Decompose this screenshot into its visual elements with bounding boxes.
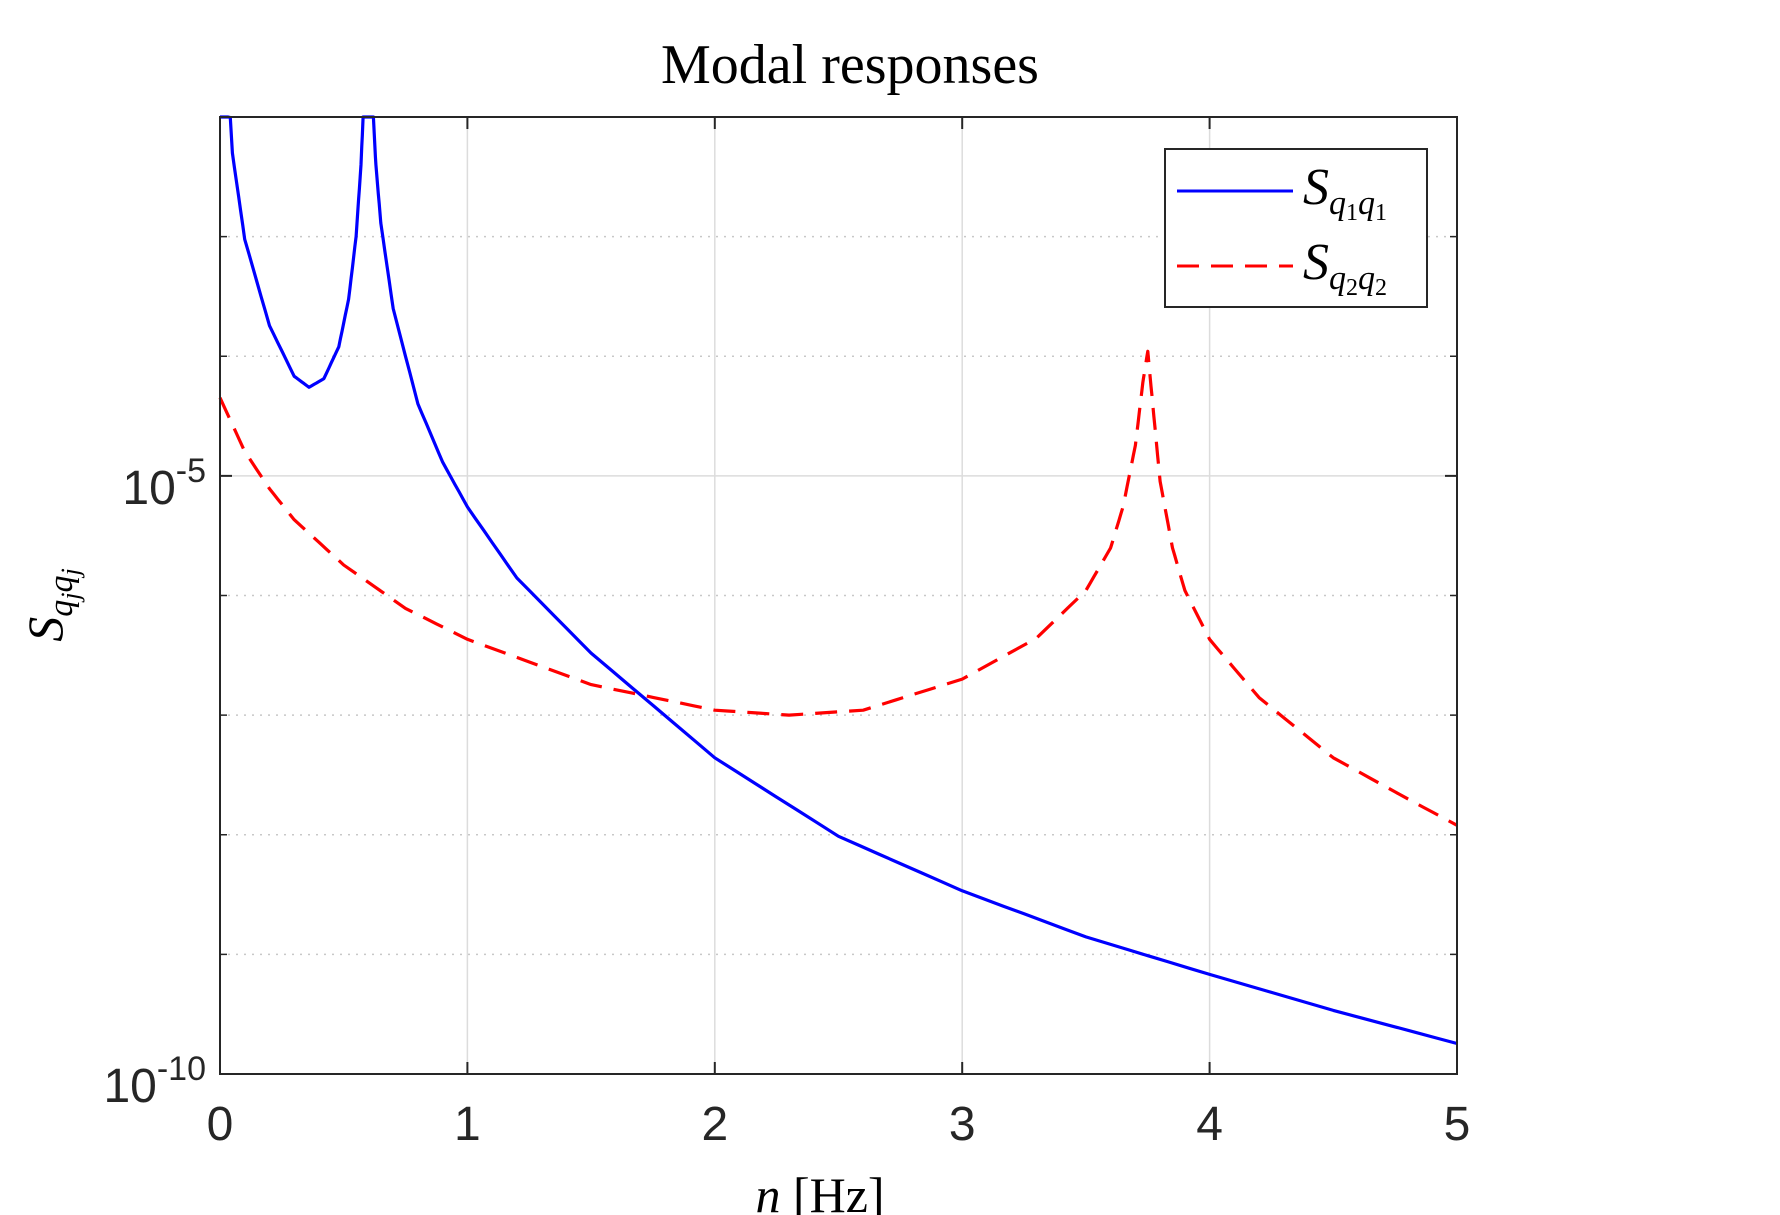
y-axis-label-sub2: q [43, 576, 80, 593]
x-tick-label: 5 [1444, 1098, 1471, 1151]
x-axis-label: n [Hz] [755, 1167, 884, 1215]
y-axis-label-base: S [17, 617, 73, 642]
y-axis-label-subsub: j [56, 593, 85, 603]
x-tick-label: 4 [1196, 1098, 1223, 1151]
y-axis-label: Sqjqj [17, 568, 85, 641]
x-tick-label: 0 [207, 1098, 234, 1151]
x-axis-variable: n [755, 1167, 780, 1215]
y-tick-label: 10-10 [103, 1050, 206, 1113]
chart-title: Modal responses [661, 34, 1039, 96]
legend-label-series-2: Sq2q2 [1303, 234, 1387, 301]
legend-box [1164, 148, 1428, 308]
y-tick-label: 10-5 [122, 452, 206, 515]
x-axis-unit: [Hz] [793, 1167, 885, 1215]
x-tick-label: 1 [454, 1098, 481, 1151]
legend: Sq1q1 Sq2q2 [1164, 148, 1428, 308]
x-tick-label: 3 [949, 1098, 976, 1151]
tick-marks [219, 116, 1458, 1075]
series-line-2 [218, 349, 1458, 827]
y-axis-label-subsub2: j [56, 568, 85, 578]
legend-label-series-1: Sq1q1 [1303, 159, 1387, 226]
x-tick-labels: 0 1 2 3 4 5 [207, 1098, 1471, 1151]
x-tick-label: 2 [701, 1098, 728, 1151]
y-axis-label-sub: q [43, 600, 80, 617]
